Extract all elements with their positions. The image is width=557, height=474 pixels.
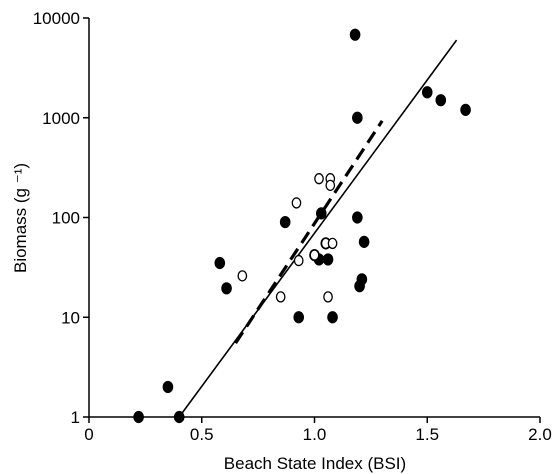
filled-data-point xyxy=(436,95,446,106)
x-tick-label: 0.5 xyxy=(190,425,214,444)
filled-data-point xyxy=(422,87,432,98)
data-points xyxy=(134,29,471,422)
filled-data-point xyxy=(134,411,144,422)
filled-data-point xyxy=(222,283,232,294)
open-data-point xyxy=(295,256,303,266)
open-data-point xyxy=(292,198,300,208)
open-data-point xyxy=(324,292,332,302)
y-tick-label: 1000 xyxy=(42,109,80,128)
y-axis-title: Biomass (g ⁻¹) xyxy=(11,163,30,273)
open-data-point xyxy=(310,250,318,260)
filled-data-point xyxy=(323,254,333,265)
x-axis-title: Beach State Index (BSI) xyxy=(224,454,406,473)
open-data-point xyxy=(315,174,323,184)
filled-data-point xyxy=(461,104,471,115)
y-tick-label: 100 xyxy=(52,209,80,228)
y-tick-label: 10000 xyxy=(33,9,80,28)
fit-lines xyxy=(179,40,456,417)
filled-data-point xyxy=(174,411,184,422)
x-tick-label: 0 xyxy=(84,425,93,444)
axes xyxy=(89,18,540,417)
y-tick-label: 1 xyxy=(71,408,80,427)
filled-data-point xyxy=(357,274,367,285)
y-tick-label: 10 xyxy=(61,308,80,327)
open-data-point xyxy=(276,292,284,302)
filled-data-point xyxy=(316,208,326,219)
filled-data-point xyxy=(294,312,304,323)
x-ticks: 0 0.5 1.0 1.5 2.0 xyxy=(84,417,552,444)
filled-data-point xyxy=(328,312,338,323)
filled-data-point xyxy=(280,216,290,227)
open-data-point xyxy=(328,238,336,248)
open-data-point xyxy=(326,180,334,190)
y-ticks: 1 10 100 1000 10000 xyxy=(33,9,89,427)
x-tick-label: 2.0 xyxy=(528,425,552,444)
solid-fit-line xyxy=(179,40,456,417)
x-tick-label: 1.0 xyxy=(303,425,327,444)
x-tick-label: 1.5 xyxy=(415,425,439,444)
filled-data-point xyxy=(350,29,360,40)
open-data-point xyxy=(238,271,246,281)
filled-data-point xyxy=(359,236,369,247)
filled-data-point xyxy=(163,381,173,392)
filled-data-point xyxy=(215,257,225,268)
filled-data-point xyxy=(353,212,363,223)
filled-data-point xyxy=(353,112,363,123)
